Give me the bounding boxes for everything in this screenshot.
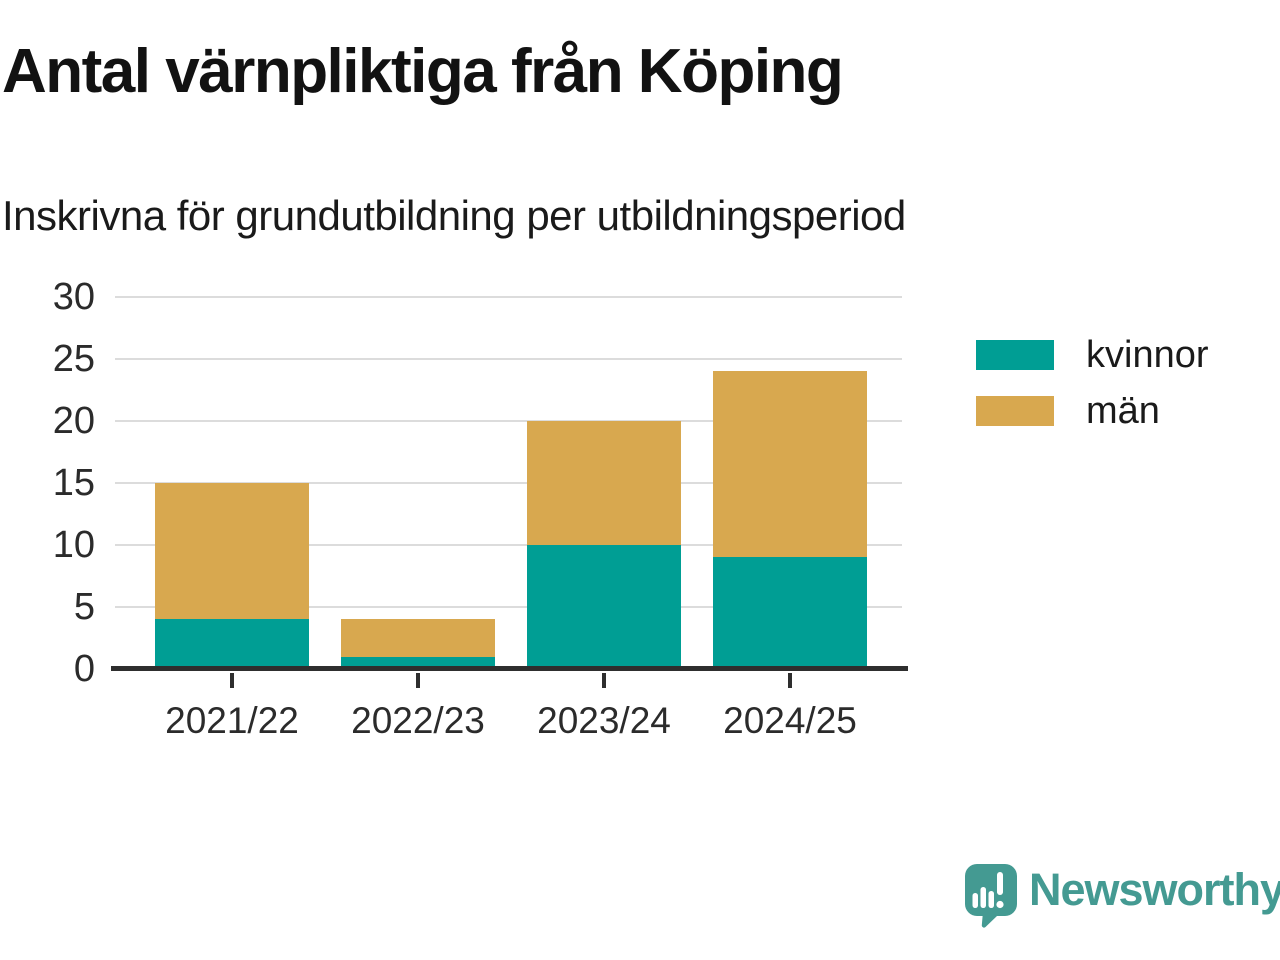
bar-segment-kvinnor-2023/24 <box>527 545 681 669</box>
chart-title: Antal värnpliktiga från Köping <box>2 37 844 106</box>
legend-label-kvinnor: kvinnor <box>1086 334 1209 376</box>
legend-label-män: män <box>1086 390 1160 432</box>
gridline-10 <box>115 544 902 546</box>
y-axis-label-10: 10 <box>52 524 95 566</box>
y-axis-label-30: 30 <box>52 276 95 318</box>
plot-area <box>111 296 908 688</box>
chart-subtitle: Inskrivna för grundutbildning per utbild… <box>2 192 906 239</box>
brand-logo: Newsworthy <box>963 862 1280 928</box>
x-axis-label-2024/25: 2024/25 <box>723 700 857 741</box>
legend-item-kvinnor: kvinnor <box>976 334 1209 376</box>
y-axis-label-25: 25 <box>52 338 95 380</box>
newsworthy-speech-bubble-chart-icon <box>965 864 1017 928</box>
bar-segment-män-2021/22 <box>155 483 309 620</box>
bar-segment-män-2023/24 <box>527 421 681 545</box>
gridline-30 <box>115 296 902 298</box>
x-axis-label-2023/24: 2023/24 <box>537 700 671 741</box>
legend: kvinnor män <box>976 334 1209 452</box>
x-tick-2022/23 <box>416 673 420 688</box>
gridline-15 <box>115 482 902 484</box>
bar-segment-kvinnor-2021/22 <box>155 619 309 669</box>
gridline-5 <box>115 606 902 608</box>
legend-swatch-män <box>976 396 1054 426</box>
x-tick-2021/22 <box>230 673 234 688</box>
y-axis-label-20: 20 <box>52 400 95 442</box>
brand-logo-text: Newsworthy <box>1029 864 1280 915</box>
x-axis-label-2022/23: 2022/23 <box>351 700 485 741</box>
legend-item-män: män <box>976 390 1209 432</box>
y-axis-label-15: 15 <box>52 462 95 504</box>
bar-segment-kvinnor-2024/25 <box>713 557 867 669</box>
gridline-25 <box>115 358 902 360</box>
x-tick-2024/25 <box>788 673 792 688</box>
legend-swatch-kvinnor <box>976 340 1054 370</box>
x-axis-label-2021/22: 2021/22 <box>165 700 299 741</box>
x-tick-2023/24 <box>602 673 606 688</box>
x-axis-line <box>111 666 908 671</box>
y-axis-label-5: 5 <box>73 586 95 628</box>
gridline-20 <box>115 420 902 422</box>
bar-segment-män-2024/25 <box>713 371 867 558</box>
bar-segment-män-2022/23 <box>341 619 495 657</box>
y-axis-label-0: 0 <box>73 648 95 690</box>
bar-segment-kvinnor-2022/23 <box>341 656 495 669</box>
